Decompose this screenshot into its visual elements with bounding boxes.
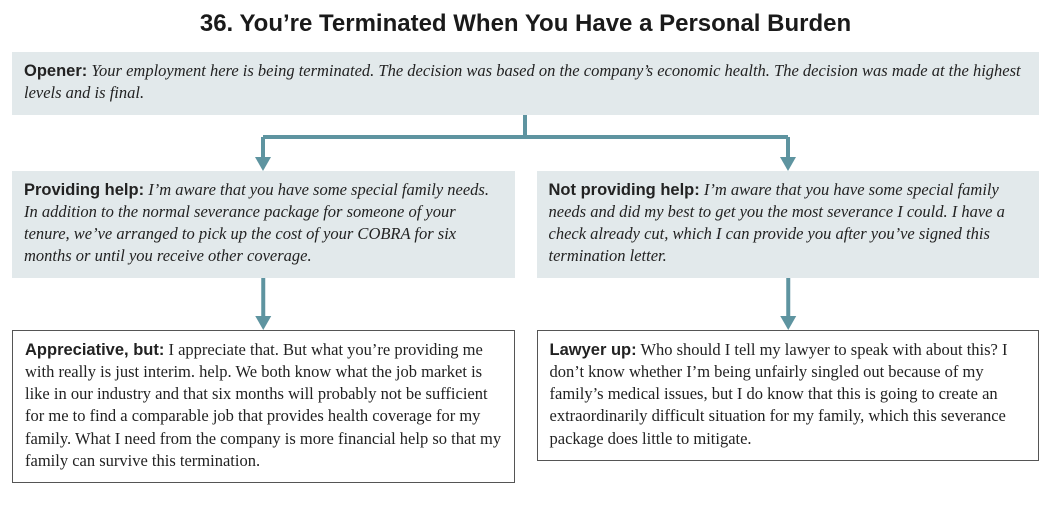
mid-connector-right (537, 278, 1040, 330)
flowchart-container: 36. You’re Terminated When You Have a Pe… (0, 0, 1051, 503)
lawyer-up-label: Lawyer up: (550, 341, 637, 359)
appreciative-text: I appreciate that. But what you’re provi… (25, 340, 501, 470)
mid-connectors (12, 278, 1039, 330)
branch-row-outline: Appreciative, but: I appreciate that. Bu… (12, 330, 1039, 484)
opener-text: Your employment here is being terminated… (24, 61, 1021, 102)
branch-left: Providing help: I’m aware that you have … (12, 171, 515, 278)
arrow-down-right (537, 278, 1040, 330)
appreciative-label: Appreciative, but: (25, 341, 164, 359)
not-providing-help-box: Not providing help: I’m aware that you h… (537, 171, 1040, 278)
mid-connector-left (12, 278, 515, 330)
providing-help-label: Providing help: (24, 181, 144, 199)
branch-right: Not providing help: I’m aware that you h… (537, 171, 1040, 278)
split-connector-svg (12, 115, 1039, 171)
arrow-down-left (12, 278, 515, 330)
not-providing-help-label: Not providing help: (549, 181, 700, 199)
branch-row-shaded: Providing help: I’m aware that you have … (12, 171, 1039, 278)
split-connector (12, 115, 1039, 171)
appreciative-box: Appreciative, but: I appreciate that. Bu… (12, 330, 515, 484)
page-title: 36. You’re Terminated When You Have a Pe… (12, 10, 1039, 38)
providing-help-box: Providing help: I’m aware that you have … (12, 171, 515, 278)
opener-box: Opener: Your employment here is being te… (12, 52, 1039, 115)
lawyer-up-box: Lawyer up: Who should I tell my lawyer t… (537, 330, 1040, 461)
outcome-right: Lawyer up: Who should I tell my lawyer t… (537, 330, 1040, 484)
opener-label: Opener: (24, 62, 87, 80)
outcome-left: Appreciative, but: I appreciate that. Bu… (12, 330, 515, 484)
